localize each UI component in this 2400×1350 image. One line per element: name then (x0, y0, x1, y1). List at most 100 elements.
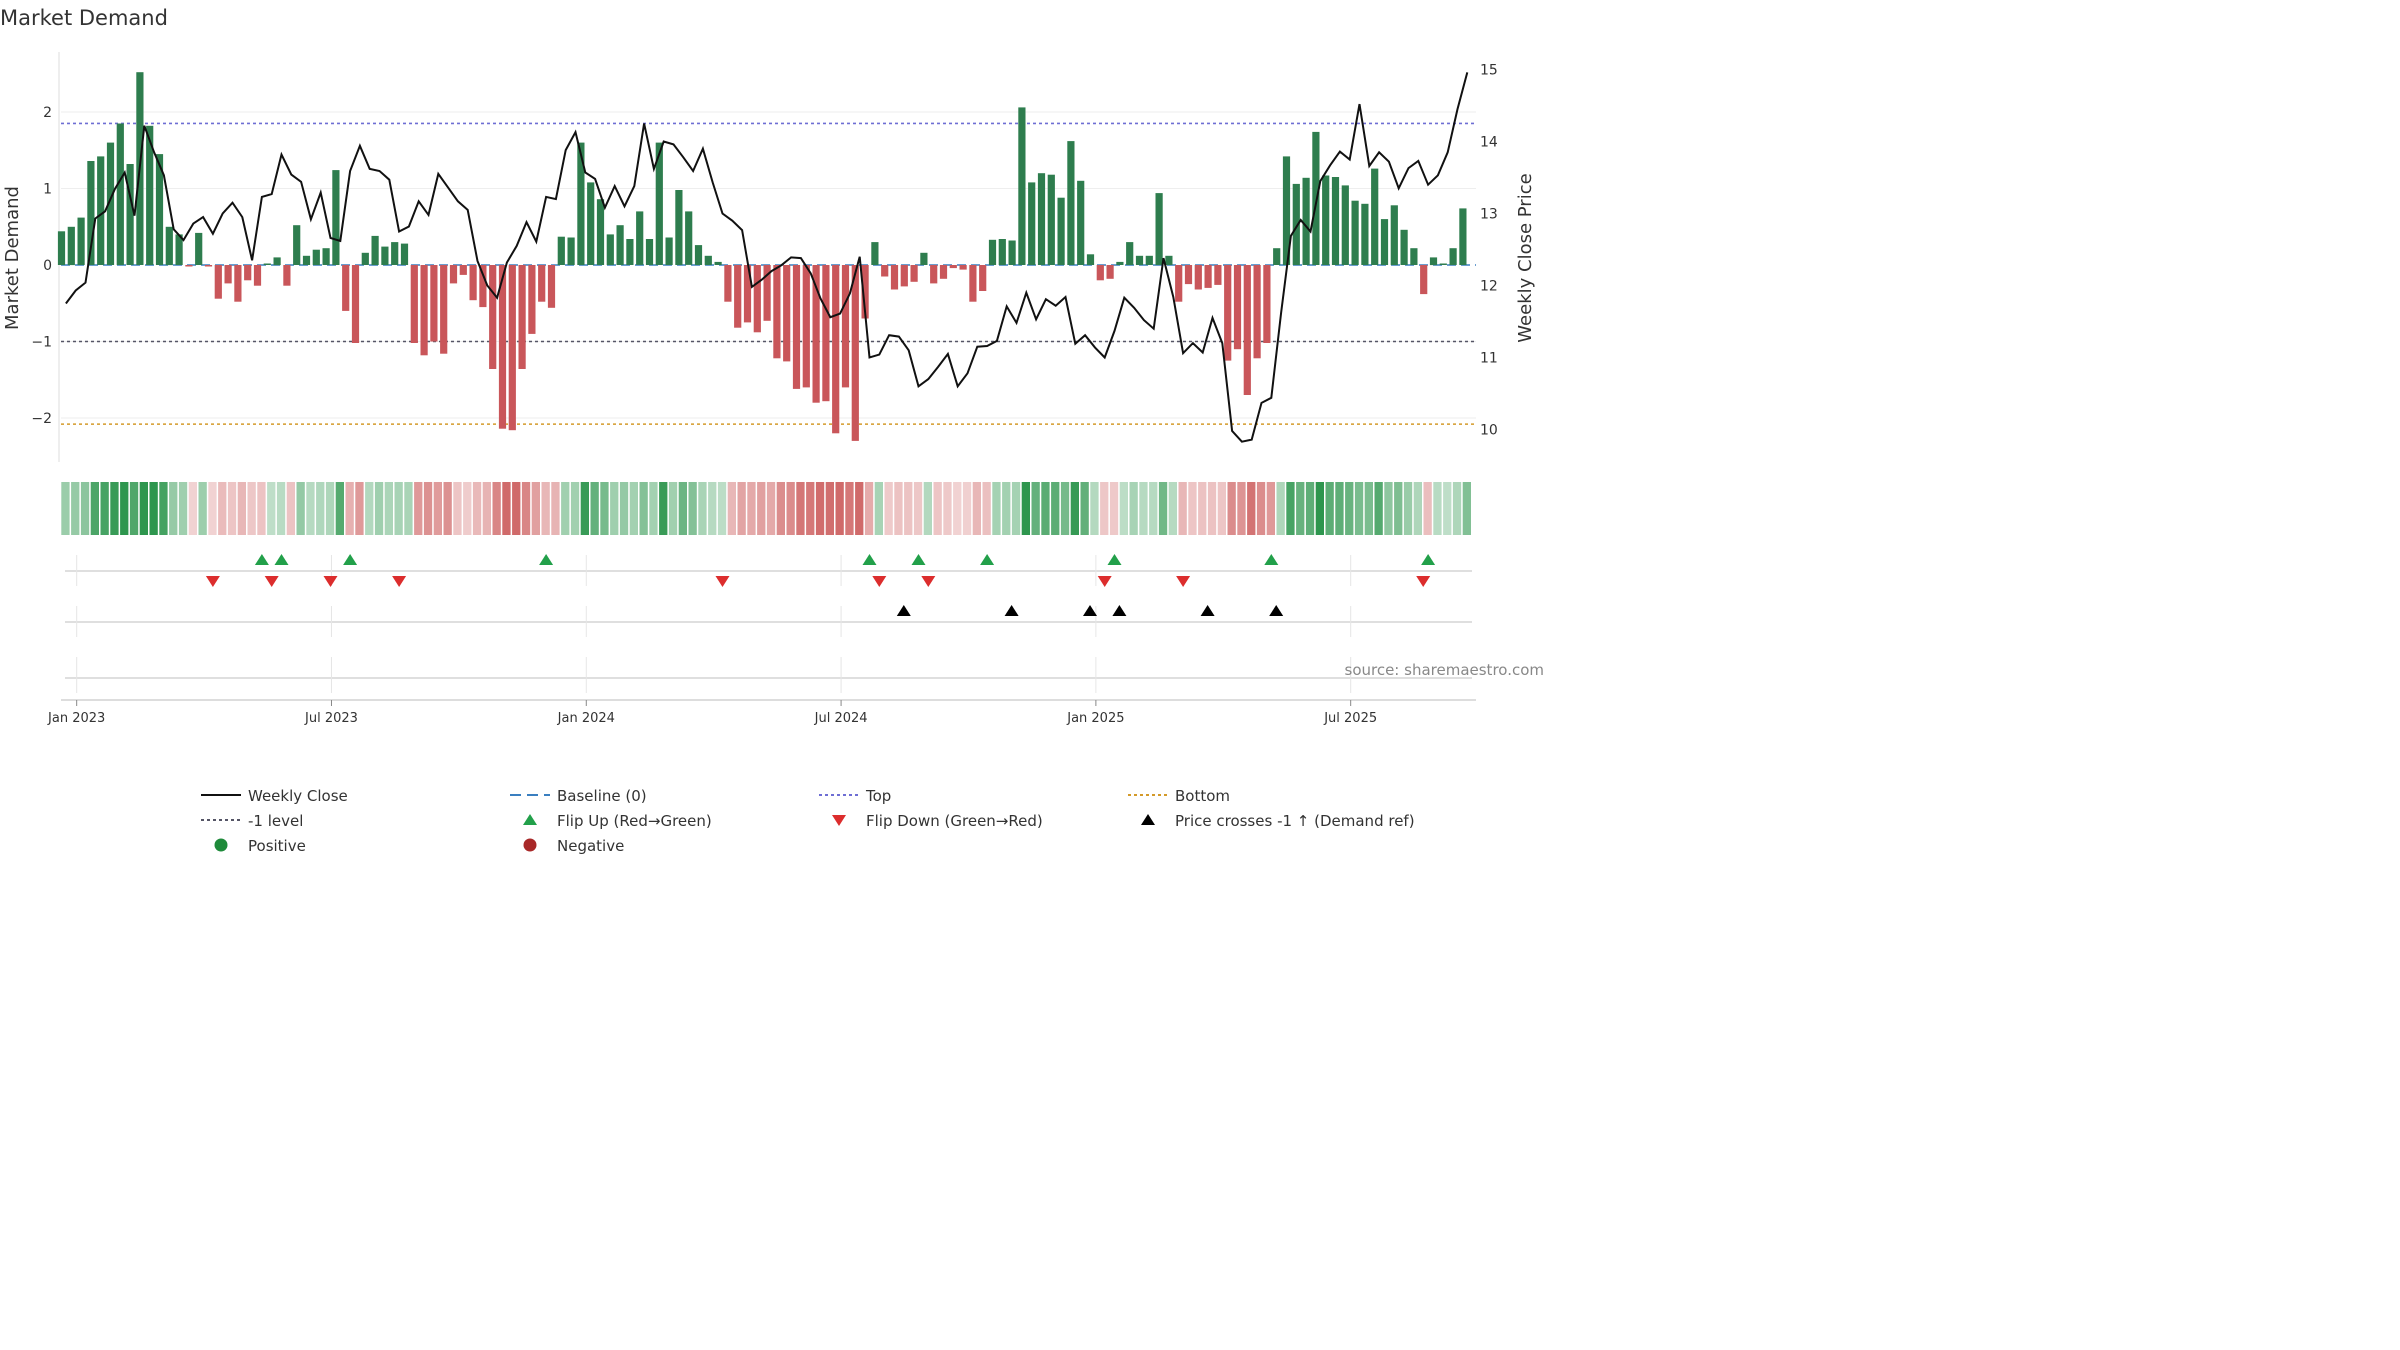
heat-cell-131 (1345, 482, 1354, 535)
flip-down-marker-6 (921, 576, 936, 587)
x-tick-5: Jul 2025 (1323, 711, 1377, 726)
heat-cell-118 (1217, 482, 1226, 535)
event-rows (65, 555, 1472, 693)
heat-cell-129 (1325, 482, 1334, 535)
heat-cell-86 (904, 482, 913, 535)
heat-cell-124 (1276, 482, 1285, 535)
demand-bar-11 (165, 226, 173, 266)
heat-cell-44 (492, 482, 501, 535)
heat-cell-94 (982, 482, 991, 535)
demand-bar-91 (949, 265, 957, 269)
demand-bar-85 (890, 265, 899, 290)
flip-down-marker-0 (205, 576, 220, 587)
heat-cell-62 (668, 482, 678, 535)
heat-cell-20 (257, 482, 266, 535)
demand-bar-56 (606, 234, 614, 265)
demand-bar-16 (214, 265, 222, 299)
flip-down-marker-9 (1416, 576, 1431, 587)
demand-bar-42 (469, 265, 477, 301)
demand-bar-78 (822, 265, 830, 402)
demand-bar-54 (587, 182, 595, 265)
demand-bar-75 (792, 265, 801, 389)
heat-cell-34 (394, 482, 403, 535)
demand-bar-64 (685, 211, 693, 265)
source-note: source: sharemaestro.com (1345, 661, 1545, 679)
demand-bar-19 (244, 265, 252, 281)
flip-up-marker-9 (1421, 554, 1436, 565)
demand-bar-100 (1037, 173, 1046, 265)
flip-up-marker-0 (254, 554, 269, 565)
demand-bar-94 (979, 265, 987, 291)
demand-bar-134 (1371, 168, 1379, 265)
heat-cell-49 (541, 482, 550, 535)
flip-up-marker-7 (1107, 554, 1122, 565)
heat-cell-24 (296, 482, 305, 535)
flip-down-marker-5 (872, 576, 887, 587)
demand-bar-59 (636, 211, 644, 265)
y2-axis-label: Weekly Close Price (1515, 173, 1536, 342)
demand-bar-140 (1429, 257, 1438, 266)
heat-cell-98 (1021, 482, 1030, 535)
legend-label-top: Top (865, 787, 891, 805)
demand-bar-143 (1459, 208, 1467, 265)
heat-cell-48 (531, 482, 540, 535)
heat-cell-33 (384, 482, 393, 535)
flip-up-marker-3 (539, 554, 554, 565)
heat-cell-134 (1374, 482, 1383, 535)
heat-cell-89 (933, 482, 942, 535)
flip-down-marker-7 (1097, 576, 1112, 587)
demand-bar-133 (1361, 203, 1369, 265)
price-cross-marker-5 (1269, 605, 1284, 616)
demand-bar-3 (87, 161, 95, 265)
demand-bar-10 (155, 154, 164, 265)
demand-bar-0 (57, 231, 66, 265)
heat-cell-55 (600, 482, 609, 535)
demand-bar-137 (1400, 229, 1408, 265)
heat-cell-68 (727, 482, 736, 535)
heat-cell-137 (1403, 482, 1413, 535)
x-tick-2: Jan 2024 (557, 711, 615, 726)
heat-cell-125 (1286, 482, 1295, 535)
demand-bar-17 (224, 265, 232, 284)
heat-cell-121 (1247, 482, 1256, 535)
heat-cell-90 (943, 482, 952, 535)
heat-cell-5 (110, 482, 119, 535)
demand-bar-141 (1439, 263, 1447, 265)
demand-bar-99 (1028, 182, 1036, 265)
demand-bar-88 (920, 252, 928, 265)
heat-cell-117 (1207, 482, 1217, 535)
x-tick-3: Jul 2024 (814, 711, 868, 726)
heat-cell-142 (1452, 482, 1462, 535)
demand-bar-15 (204, 265, 213, 267)
heat-cell-16 (218, 482, 227, 535)
heat-cell-47 (521, 482, 531, 535)
heat-cell-132 (1354, 482, 1364, 535)
demand-bar-6 (116, 123, 124, 265)
demand-bar-57 (616, 225, 624, 265)
price-cross-marker-4 (1200, 605, 1215, 616)
demand-bar-14 (195, 232, 203, 265)
flip-down-marker-3 (392, 576, 407, 587)
demand-bar-35 (400, 243, 409, 265)
heat-cell-14 (198, 482, 207, 535)
demand-bar-43 (479, 265, 487, 308)
heat-cell-51 (561, 482, 570, 535)
heat-cell-21 (267, 482, 276, 535)
y-tick-4: −2 (31, 411, 52, 427)
demand-bar-13 (185, 265, 193, 267)
demand-bar-95 (988, 239, 997, 265)
y2-tick-4: 11 (1480, 351, 1498, 367)
legend-item-flip-up: Flip Up (Red→Green) (523, 812, 712, 830)
heat-cell-78 (825, 482, 834, 535)
demand-bar-22 (273, 257, 281, 266)
demand-bar-79 (832, 265, 840, 434)
y-tick-2: 0 (43, 258, 52, 274)
demand-bar-63 (675, 190, 683, 265)
flip-up-marker-2 (343, 554, 358, 565)
legend-item-minus-one: -1 level (201, 812, 303, 830)
flip-up-marker-8 (1264, 554, 1279, 565)
heat-cell-105 (1090, 482, 1099, 535)
heat-cell-27 (325, 482, 335, 535)
heat-cell-116 (1198, 482, 1207, 535)
demand-bar-24 (293, 225, 301, 265)
